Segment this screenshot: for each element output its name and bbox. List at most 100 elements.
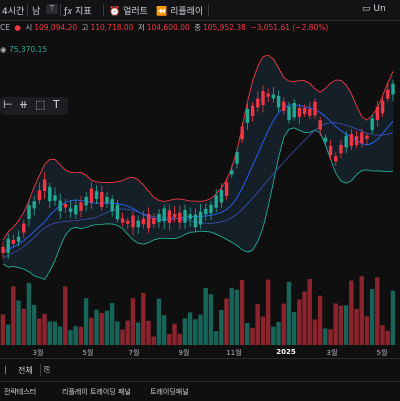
candle [120,218,125,223]
candle [84,196,88,206]
volume-bar [177,333,182,345]
volume-bar [239,279,245,345]
range-all-button[interactable]: 전체 [18,366,33,375]
volume-bar [167,334,172,345]
volume-bar [265,279,271,345]
candle [172,213,177,218]
close-label: 종 [194,23,201,32]
undo-icon: ▭ [362,4,374,14]
volume-bar [83,298,89,345]
horizontal-line-icon[interactable]: ⊢ [3,98,13,111]
volume-bar [89,317,94,345]
volume-bar [5,324,11,345]
candle [276,95,281,108]
candle [141,218,146,225]
candle [27,205,31,219]
x-tick-label: 11월 [226,349,242,357]
goto-date-icon[interactable]: ⎘ [44,365,51,374]
volume-bar [47,321,52,345]
candle [94,191,99,199]
candle [297,107,302,117]
tab-replay-trading[interactable]: 리플레이 트레이딩 패널 [62,388,131,396]
volume-bar [302,291,307,345]
volume-bar [156,298,162,345]
candle [32,201,36,209]
replay-label: 리플레이 [170,7,204,17]
volume-bar [250,327,255,345]
price-chart[interactable] [0,20,400,350]
alert-label: 얼러트 [123,7,148,17]
text-icon[interactable]: T [53,98,60,111]
volume-bar [68,330,73,345]
interval-selector[interactable]: 4시간 [2,7,25,17]
indicators-button[interactable]: ƒ𝑥 지표 [64,4,92,17]
volume-bar [104,310,110,345]
bottom-panel-tabs: 전략테스터 리플레이 트레이딩 패널 트레이딩패널 [0,381,400,401]
volume-bar [343,305,349,345]
volume-bar [333,303,338,345]
candle [256,98,260,108]
bollinger-upper-line [2,54,394,241]
vertical-line-icon[interactable]: ⧺ [19,98,29,111]
candle [250,105,255,116]
replay-icon: ⏪ [156,7,171,17]
volume-bar [219,309,224,345]
chart-type-icon[interactable]: ⚚ [46,4,59,14]
candle [240,126,244,140]
x-tick-label: 5월 [82,349,94,357]
low-label: 저 [137,23,145,32]
volume-bar [109,303,115,345]
low-value: 104,600.00 [146,23,190,32]
volume-bar [286,281,292,345]
bb-legend: ◉ 75,370.15 [0,45,47,54]
candle [48,186,52,202]
compare-button[interactable]: 남 [32,7,41,17]
candle [58,200,62,212]
volume-bar [11,286,16,345]
volume-bar [193,319,198,345]
volume-bar [125,320,130,345]
volume-bar [229,288,234,345]
candle [282,101,286,111]
candle [115,204,120,220]
volume-bar [276,321,281,345]
volume-bar [203,287,208,345]
volume-bar [135,322,141,345]
volume-bar [161,315,167,345]
candle [219,190,224,203]
volume-bar [187,312,193,345]
candle [126,220,130,224]
candle [157,213,161,223]
close-value: 105,952.38 [202,23,246,32]
volume-bar [281,303,286,345]
candle [146,214,151,229]
tab-strategy-tester[interactable]: 전략테스터 [4,388,37,396]
range-bar: | 전체 ⎘ [0,358,400,381]
undo-button[interactable]: ▭ Un [362,4,386,14]
symbol-fragment: CE [0,23,10,32]
candle [74,205,78,215]
candle [152,217,156,225]
bollinger-lower-line [2,127,394,281]
candle [360,132,364,144]
open-label: 시 [25,23,33,32]
high-label: 고 [81,23,89,32]
time-axis[interactable]: 3월 5월 7월 9월 11월 2025 3월 5월 [0,345,400,359]
volume-bar [57,326,63,345]
tab-trading-panel[interactable]: 트레이딩패널 [150,388,189,396]
volume-bar [63,286,68,345]
candle [89,188,94,203]
x-tick-label: 3월 [326,349,338,357]
candle [136,220,140,228]
candle [292,102,296,118]
rectangle-icon[interactable]: ⬚ [35,98,46,111]
volume-bar [291,312,297,345]
candle [245,108,250,123]
alert-button[interactable]: ⏰ 얼러트 [109,4,148,17]
candle [68,208,73,212]
volume-bar [52,321,58,345]
replay-button[interactable]: ⏪ 리플레이 [156,4,203,17]
eye-icon[interactable]: ◉ [0,45,9,54]
volume-bar [364,316,370,345]
mini-price-icon: ● [14,23,21,32]
